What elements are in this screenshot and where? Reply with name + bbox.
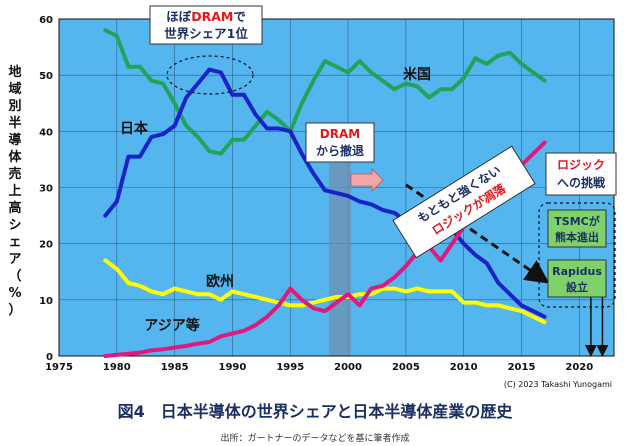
y-axis-label-char: 別: [7, 99, 21, 114]
y-axis-label-char: 高: [8, 200, 21, 216]
series-label-us: 米国: [403, 66, 431, 83]
x-tick-label: 2010: [450, 362, 478, 373]
axes: 0 10 20 30 40 50 60 1975 1980 1985 1990 1995 2000 200…: [39, 15, 615, 373]
y-axis-label-char: 半: [8, 115, 21, 131]
series-label-japan: 日本: [120, 120, 149, 137]
dram-exit-arrow-icon: [350, 168, 384, 192]
x-tick-label: 1975: [45, 362, 73, 373]
y-tick-label: 0: [46, 352, 53, 363]
annotation-rapidus-line2: 設立: [566, 280, 588, 294]
svg-text:ほぼDRAMで: ほぼDRAMで: [166, 9, 246, 24]
y-tick-label: 30: [39, 184, 53, 195]
future-events-group: [538, 202, 616, 308]
x-tick-label: 2005: [392, 362, 420, 373]
x-tick-label: 1985: [161, 362, 189, 373]
annotation-logic-challenge-line2: への挑戦: [557, 175, 606, 190]
y-axis-label-char: （: [8, 268, 21, 284]
copyright-text: (C) 2023 Takashi Yunogami: [504, 380, 612, 389]
x-tick-label: 2020: [565, 362, 593, 373]
annotation-dram-top: ほぼDRAMで 世界シェア1位: [149, 5, 263, 45]
figure-caption: 図4 日本半導体の世界シェアと日本半導体産業の歴史: [117, 402, 513, 421]
x-tick-label: 1980: [103, 362, 131, 373]
x-tick-label: 1990: [219, 362, 247, 373]
annotation-tsmc: TSMCが 熊本進出: [547, 209, 607, 248]
y-axis-label-char: ア: [8, 252, 21, 267]
peak-highlight-ellipse: [166, 55, 254, 95]
y-axis-label-char: %: [8, 286, 21, 301]
annotation-logic-challenge-line1: ロジック: [557, 158, 605, 172]
y-axis-label-char: 売: [8, 166, 21, 182]
annotation-rapidus: Rapidus 設立: [547, 259, 607, 298]
y-axis-label-char: ）: [8, 302, 21, 318]
y-axis-label-char: シ: [8, 218, 21, 233]
y-tick-label: 20: [39, 240, 53, 251]
series-line-us: [103, 28, 547, 156]
annotation-tsmc-line2: 熊本進出: [555, 230, 599, 244]
dram-exit-band: [329, 163, 351, 356]
y-axis-label-char: 地: [8, 64, 21, 80]
x-tick-label: 2000: [334, 362, 362, 373]
series-label-europe: 欧州: [206, 273, 234, 290]
x-tick-label: 1995: [276, 362, 304, 373]
y-tick-label: 60: [39, 15, 53, 26]
annotation-dram-top-prefix: ほぼ: [166, 9, 192, 24]
annotation-dram-top-line2: 世界シェア1位: [164, 26, 248, 41]
y-axis-label-char: 上: [8, 184, 21, 199]
annotation-dram-exit-line1: DRAM: [320, 127, 360, 141]
y-axis-label-char: 域: [8, 81, 21, 97]
source-note: 出所：ガートナーのデータなどを基に筆者作成: [220, 434, 410, 444]
y-tick-label: 50: [39, 71, 53, 82]
series-label-asia: アジア等: [144, 317, 199, 334]
series-line-europe: [103, 258, 547, 325]
annotation-dram-top-suffix: で: [233, 9, 246, 24]
x-tick-label: 2015: [508, 362, 536, 373]
y-axis-label-char: ェ: [8, 235, 21, 250]
series-line-japan: [103, 67, 547, 319]
y-axis-label-char: 体: [8, 149, 22, 165]
y-axis-label: 地域別半導体売上高シェア（%）: [7, 64, 22, 318]
annotation-logic-challenge: ロジック への挑戦: [545, 152, 617, 196]
annotation-tsmc-line1: TSMCが: [554, 214, 599, 228]
chart-canvas: 0 10 20 30 40 50 60 1975 1980 1985 1990 1995 2000 200…: [7, 5, 617, 389]
y-tick-label: 40: [39, 127, 53, 138]
annotation-rapidus-line1: Rapidus: [552, 265, 602, 278]
annotation-dram-top-highlight: DRAM: [191, 9, 233, 24]
y-axis-label-char: 導: [8, 132, 21, 148]
annotation-dram-exit-line2: から撤退: [316, 143, 364, 158]
annotation-dram-exit: DRAM から撤退: [305, 122, 375, 163]
y-tick-label: 10: [39, 296, 53, 307]
